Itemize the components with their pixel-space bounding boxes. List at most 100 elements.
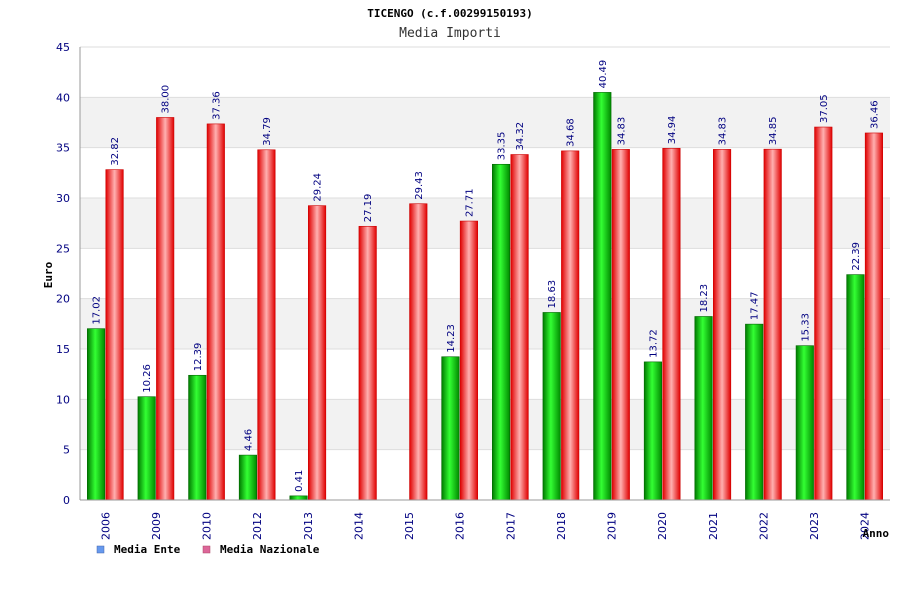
x-tick-label-2010: 2010 xyxy=(201,512,214,540)
bar-media-nazionale-2009 xyxy=(156,117,175,501)
value-label-media-nazionale-2010: 37.36 xyxy=(211,91,222,120)
x-tick-label-2022: 2022 xyxy=(757,512,770,540)
bar-media-nazionale-2013 xyxy=(308,205,327,501)
bar-media-ente-2016 xyxy=(441,356,460,501)
value-label-media-nazionale-2017: 34.32 xyxy=(515,122,526,151)
y-tick-label: 15 xyxy=(56,343,70,356)
value-label-media-nazionale-2021: 34.83 xyxy=(718,117,729,146)
x-tick-label-2017: 2017 xyxy=(504,512,517,540)
x-tick-label-2018: 2018 xyxy=(555,512,568,540)
value-label-media-ente-2021: 18.23 xyxy=(699,284,710,313)
bar-media-ente-2010 xyxy=(188,374,207,501)
bar-media-nazionale-2020 xyxy=(662,147,681,501)
y-tick-labels: 0 5 10 15 20 25 30 35 40 45 xyxy=(56,41,70,507)
bar-media-ente-2009 xyxy=(137,396,156,501)
bar-media-ente-2018 xyxy=(542,312,561,501)
bar-media-ente-2024 xyxy=(846,274,865,501)
value-label-media-nazionale-2022: 34.85 xyxy=(768,117,779,146)
x-tick-label-2019: 2019 xyxy=(606,512,619,540)
value-label-media-ente-2006: 17.02 xyxy=(92,296,103,325)
value-label-media-ente-2010: 12.39 xyxy=(193,343,204,372)
bar-media-nazionale-2016 xyxy=(459,220,478,501)
value-label-media-ente-2022: 17.47 xyxy=(750,291,761,320)
value-label-media-ente-2012: 4.46 xyxy=(243,429,254,451)
bar-media-nazionale-2024 xyxy=(864,132,883,501)
value-labels: 17.02 32.82 10.26 38.00 12.39 37.36 4.46 34.79 0… xyxy=(92,60,881,492)
bar-media-nazionale-2012 xyxy=(257,149,276,501)
bar-media-ente-2023 xyxy=(795,345,814,501)
bar-media-nazionale-2017 xyxy=(510,154,529,501)
bar-media-nazionale-2006 xyxy=(105,169,124,501)
bar-media-ente-2013 xyxy=(289,495,308,501)
y-tick-label: 45 xyxy=(56,41,70,54)
legend-swatch-media-nazionale xyxy=(202,545,211,554)
x-tick-label-2014: 2014 xyxy=(352,512,365,540)
legend-swatch-media-ente xyxy=(96,545,105,554)
x-tick-label-2009: 2009 xyxy=(150,512,163,540)
bar-media-nazionale-2023 xyxy=(814,126,833,501)
chart-title: TICENGO (c.f.00299150193) xyxy=(367,7,533,20)
x-tick-label-2013: 2013 xyxy=(302,512,315,540)
value-label-media-ente-2020: 13.72 xyxy=(648,329,659,358)
x-tick-labels: 2006 2009 2010 2012 2013 2014 2015 2016 2017 2018… xyxy=(99,512,871,540)
value-label-media-nazionale-2012: 34.79 xyxy=(262,117,273,146)
value-label-media-nazionale-2019: 34.83 xyxy=(616,117,627,146)
y-tick-label: 5 xyxy=(63,444,70,457)
legend: Media Ente Media Nazionale xyxy=(96,543,320,556)
value-label-media-nazionale-2016: 27.71 xyxy=(464,188,475,217)
value-label-media-nazionale-2013: 29.24 xyxy=(313,173,324,202)
bar-media-ente-2017 xyxy=(492,163,511,501)
y-tick-label: 40 xyxy=(56,91,70,104)
bar-media-ente-2019 xyxy=(593,92,612,501)
value-label-media-nazionale-2015: 29.43 xyxy=(414,171,425,200)
bar-media-nazionale-2014 xyxy=(358,225,377,501)
value-label-media-nazionale-2009: 38.00 xyxy=(161,85,172,114)
x-axis-label: Anno xyxy=(863,527,890,540)
value-label-media-ente-2019: 40.49 xyxy=(598,60,609,89)
y-tick-label: 35 xyxy=(56,142,70,155)
x-tick-label-2020: 2020 xyxy=(656,512,669,540)
value-label-media-ente-2018: 18.63 xyxy=(547,280,558,309)
x-tick-label-2012: 2012 xyxy=(251,512,264,540)
value-label-media-ente-2013: 0.41 xyxy=(294,470,305,492)
x-tick-label-2015: 2015 xyxy=(403,512,416,540)
bar-media-ente-2006 xyxy=(87,328,106,501)
value-label-media-ente-2024: 22.39 xyxy=(851,242,862,271)
x-tick-label-2021: 2021 xyxy=(707,512,720,540)
y-tick-label: 25 xyxy=(56,242,70,255)
value-label-media-nazionale-2020: 34.94 xyxy=(667,116,678,145)
bar-media-ente-2022 xyxy=(745,323,764,501)
bar-media-nazionale-2010 xyxy=(206,123,225,501)
y-tick-label: 30 xyxy=(56,192,70,205)
legend-label-media-nazionale: Media Nazionale xyxy=(220,543,320,556)
x-tick-label-2006: 2006 xyxy=(99,512,112,540)
x-tick-label-2023: 2023 xyxy=(808,512,821,540)
value-label-media-nazionale-2024: 36.46 xyxy=(869,100,880,129)
bar-media-nazionale-2021 xyxy=(713,149,732,501)
value-label-media-nazionale-2014: 27.19 xyxy=(363,194,374,223)
bar-media-nazionale-2018 xyxy=(561,150,580,501)
bar-media-ente-2020 xyxy=(643,361,662,501)
value-label-media-nazionale-2023: 37.05 xyxy=(819,94,830,123)
y-tick-label: 0 xyxy=(63,494,70,507)
bar-media-nazionale-2015 xyxy=(409,203,428,501)
x-tick-label-2016: 2016 xyxy=(454,512,467,540)
bar-media-nazionale-2022 xyxy=(763,148,782,501)
value-label-media-nazionale-2006: 32.82 xyxy=(110,137,121,166)
value-label-media-nazionale-2018: 34.68 xyxy=(566,118,577,147)
legend-label-media-ente: Media Ente xyxy=(114,543,181,556)
value-label-media-ente-2009: 10.26 xyxy=(142,364,153,393)
bars xyxy=(87,92,883,501)
bar-media-nazionale-2019 xyxy=(611,149,630,501)
x-tick-label-2024: 2024 xyxy=(859,512,872,540)
y-axis-label: Euro xyxy=(42,261,55,288)
y-tick-label: 10 xyxy=(56,393,70,406)
bar-media-ente-2012 xyxy=(238,454,257,501)
y-tick-label: 20 xyxy=(56,293,70,306)
value-label-media-ente-2023: 15.33 xyxy=(800,313,811,342)
value-label-media-ente-2017: 33.35 xyxy=(497,132,508,161)
bar-media-ente-2021 xyxy=(694,316,713,501)
chart-subtitle: Media Importi xyxy=(399,26,501,41)
value-label-media-ente-2016: 14.23 xyxy=(446,324,457,353)
